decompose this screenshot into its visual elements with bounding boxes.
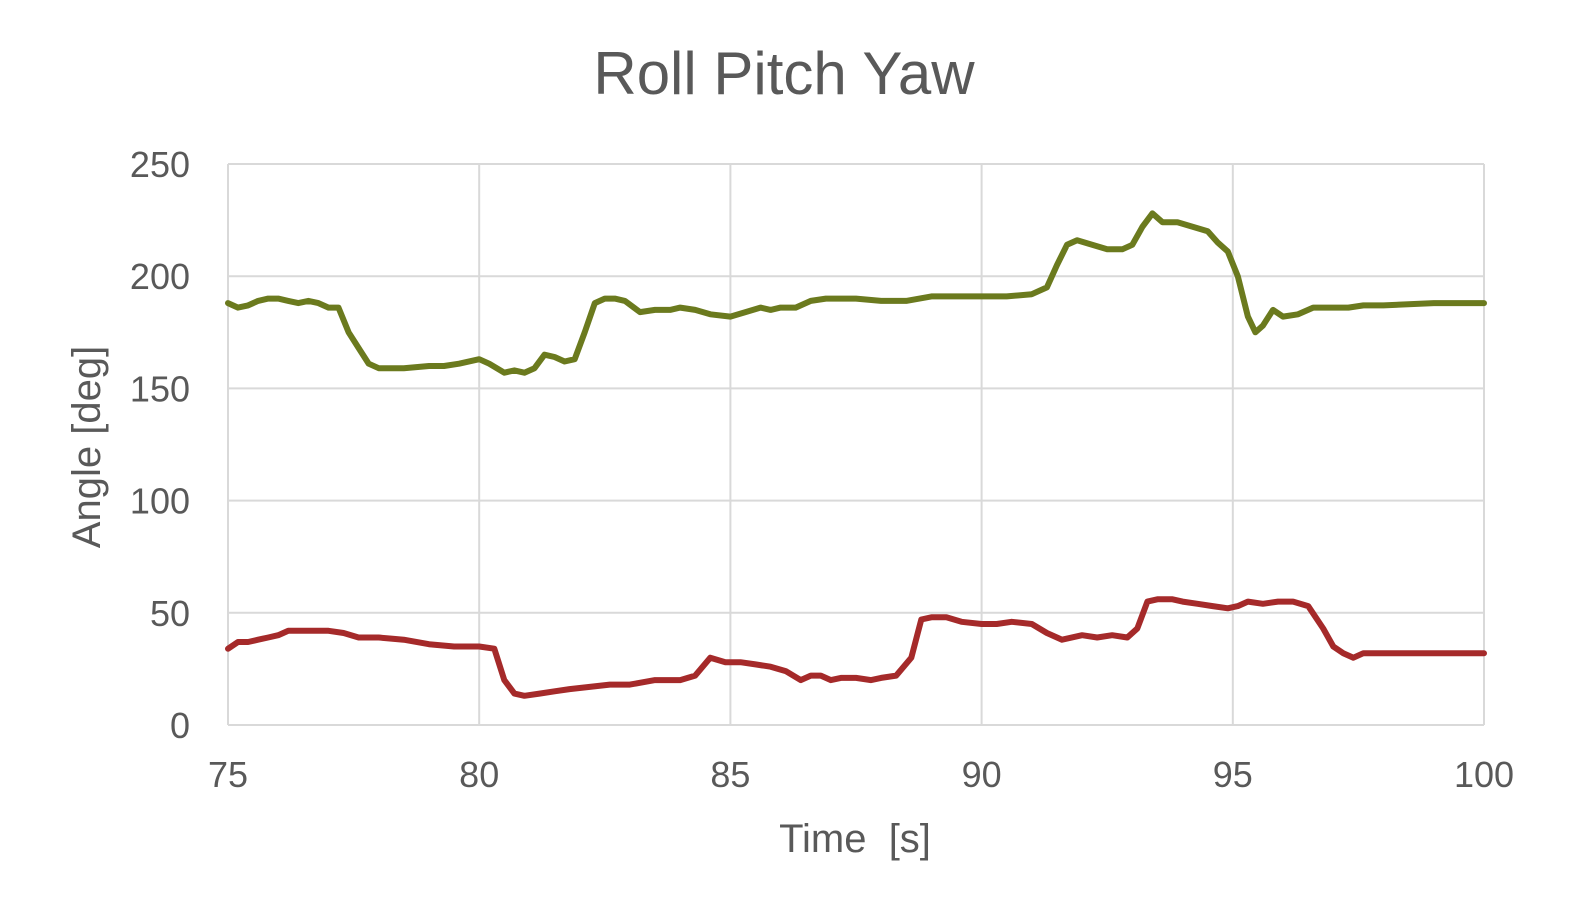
x-tick-label: 100 xyxy=(1454,754,1514,795)
y-tick-label: 100 xyxy=(130,481,190,522)
series-line-yaw xyxy=(225,210,1487,376)
chart-title: Roll Pitch Yaw xyxy=(593,40,975,107)
y-tick-label: 50 xyxy=(150,593,190,634)
y-tick-label: 200 xyxy=(130,256,190,297)
x-tick-label: 80 xyxy=(459,754,499,795)
x-tick-label: 90 xyxy=(962,754,1002,795)
x-tick-label: 95 xyxy=(1213,754,1253,795)
x-tick-label: 75 xyxy=(208,754,248,795)
series-layer xyxy=(225,210,1487,699)
series-line-roll xyxy=(225,596,1487,699)
y-tick-label: 250 xyxy=(130,144,190,185)
x-tick-labels: 75 80 85 90 95 100 xyxy=(208,754,1514,795)
y-tick-label: 150 xyxy=(130,368,190,409)
y-tick-label: 0 xyxy=(170,705,190,746)
x-tick-label: 85 xyxy=(710,754,750,795)
y-tick-labels: 0 50 100 150 200 250 xyxy=(130,144,190,746)
y-axis-label: Angle [deg] xyxy=(65,346,109,548)
x-axis-label: Time [s] xyxy=(779,817,931,861)
